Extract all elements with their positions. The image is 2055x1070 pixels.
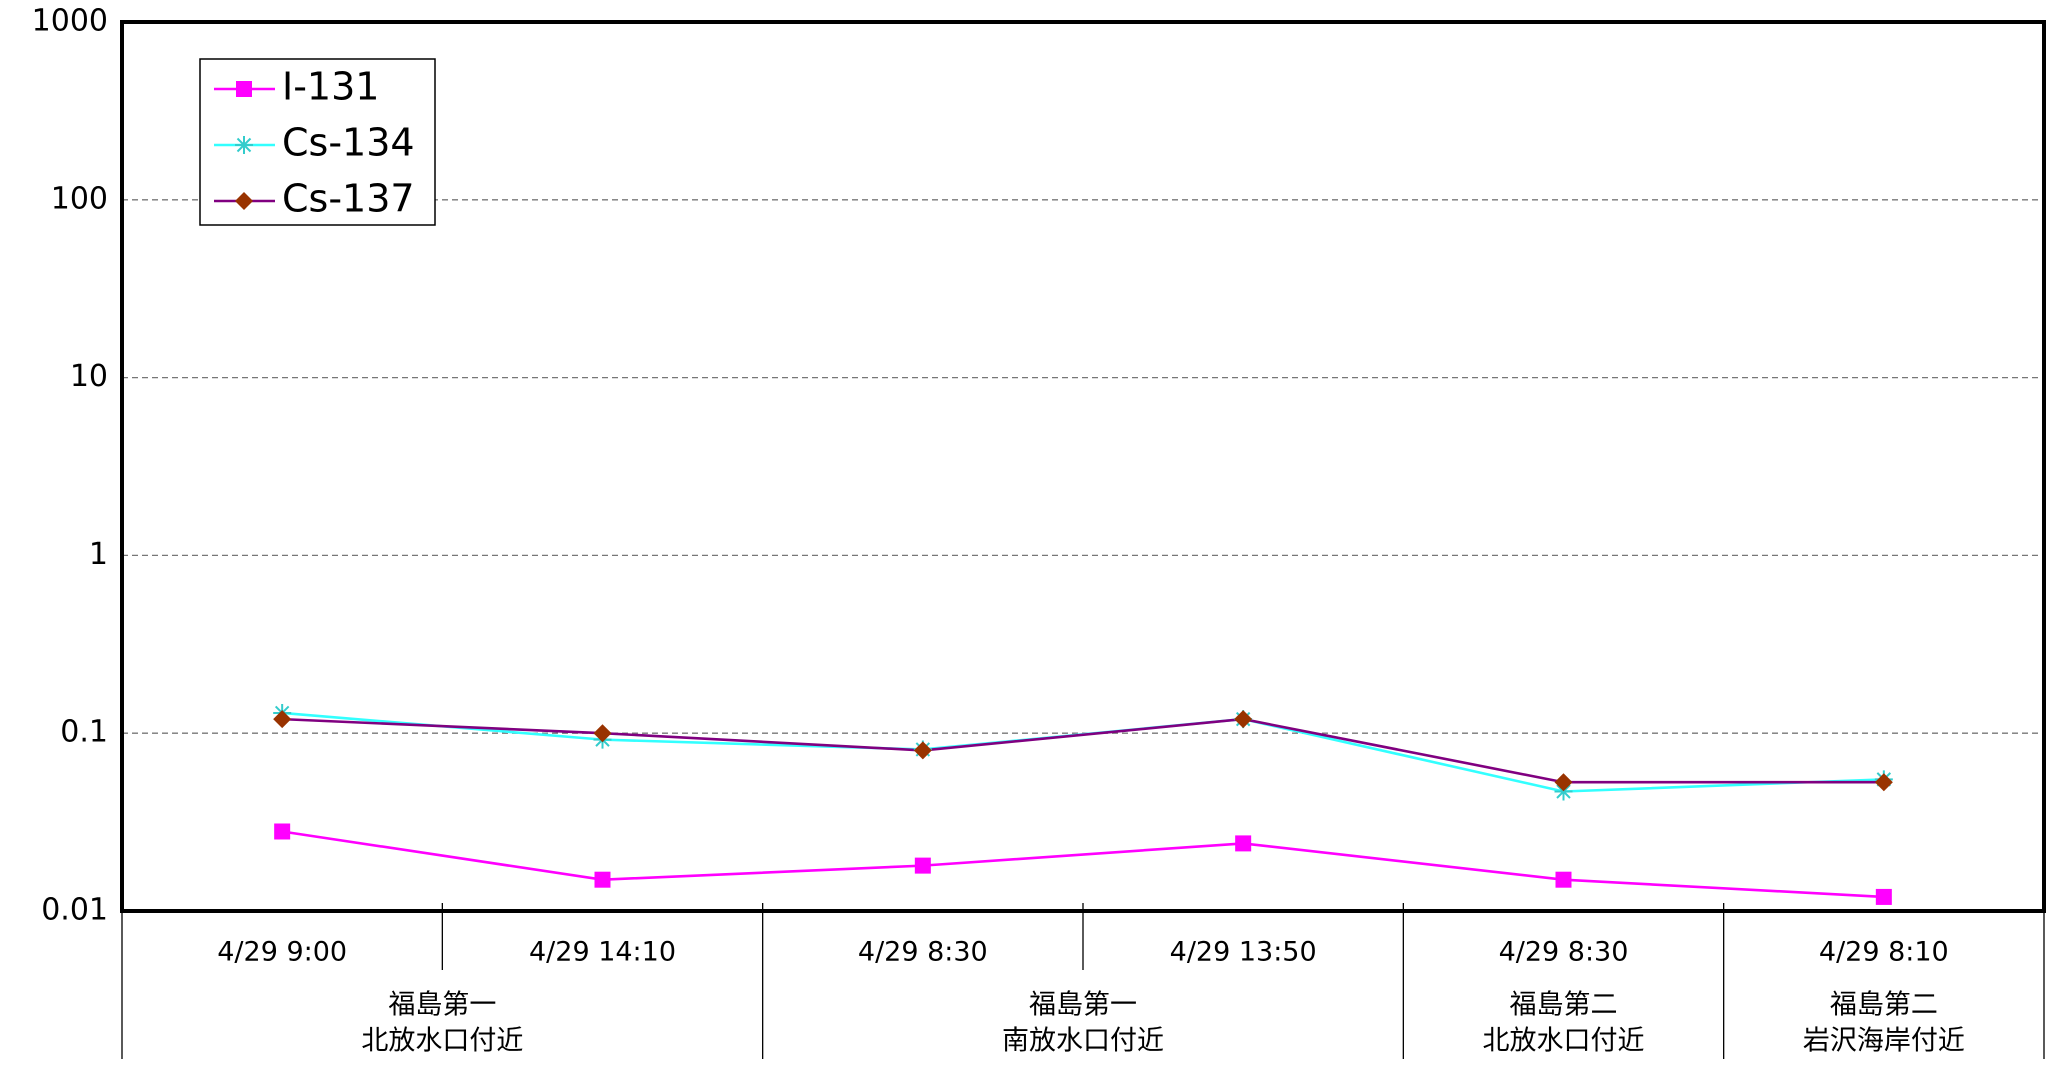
series-line	[281, 830, 1884, 899]
marker	[1554, 773, 1573, 792]
group-label: 福島第二	[1510, 990, 1618, 1021]
x-tick-label: 4/29 8:10	[1819, 937, 1949, 968]
marker	[594, 871, 611, 888]
legend: I-131 Cs-134 Cs-137	[199, 58, 436, 226]
marker	[1554, 782, 1573, 801]
marker	[274, 823, 291, 840]
marker	[914, 857, 931, 874]
marker	[913, 741, 932, 760]
y-tick-label: 0.1	[60, 715, 108, 750]
group-label: 岩沢海岸付近	[1803, 1026, 1965, 1057]
legend-label: I-131	[282, 65, 379, 109]
marker	[593, 724, 612, 743]
marker	[1875, 888, 1892, 905]
x-tick-label: 4/29 9:00	[217, 937, 347, 968]
y-tick-label: 0.01	[41, 893, 108, 928]
series-line	[282, 711, 1884, 793]
x-tick-label: 4/29 8:30	[1499, 937, 1629, 968]
legend-label: Cs-137	[282, 177, 415, 221]
marker	[235, 136, 253, 154]
group-label: 北放水口付近	[1483, 1026, 1645, 1057]
plot-border	[120, 20, 2046, 913]
marker	[1874, 773, 1893, 792]
group-label: 福島第一	[388, 990, 496, 1021]
x-tick-label: 4/29 14:10	[529, 937, 676, 968]
marker	[235, 192, 253, 210]
group-label: 南放水口付近	[1002, 1026, 1164, 1057]
y-tick-label: 1000	[32, 4, 108, 39]
x-tick-label: 4/29 8:30	[858, 937, 988, 968]
group-label: 福島第一	[1029, 990, 1137, 1021]
x-tick-label: 4/29 13:50	[1170, 937, 1317, 968]
group-label: 福島第二	[1830, 990, 1938, 1021]
marker	[273, 710, 292, 729]
series-line	[282, 717, 1884, 784]
legend-label: Cs-134	[282, 121, 415, 165]
y-tick-label: 100	[51, 181, 108, 216]
marker	[1555, 871, 1572, 888]
marker	[236, 81, 252, 97]
group-label: 北放水口付近	[361, 1026, 523, 1057]
y-tick-label: 1	[89, 537, 108, 572]
marker	[1235, 835, 1252, 852]
marker	[1234, 710, 1253, 729]
y-tick-label: 10	[70, 359, 108, 394]
